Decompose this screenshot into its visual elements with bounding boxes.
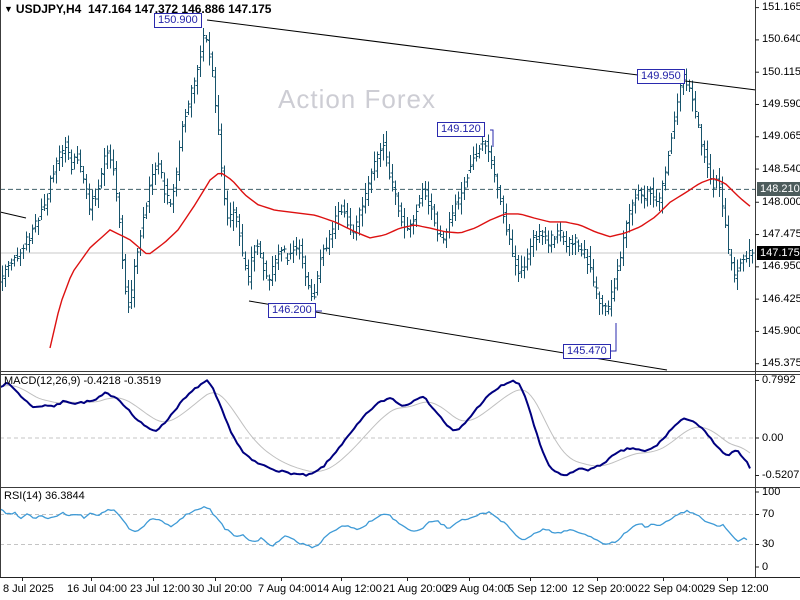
rsi-indicator-label: RSI(14) 36.3844	[4, 490, 85, 502]
time-axis-label: 21 Aug 20:00	[383, 583, 448, 595]
time-axis-label: 14 Aug 12:00	[317, 583, 382, 595]
price-axis-label: 149.065	[762, 130, 800, 143]
macd-signal-line	[0, 384, 751, 473]
rsi-axis-label: 70	[762, 508, 775, 520]
price-badge-last: 147.175	[757, 246, 800, 260]
price-annotation[interactable]: 149.120	[437, 122, 485, 137]
time-axis-label: 5 Sep 12:00	[508, 583, 568, 595]
time-axis-label: 22 Sep 04:00	[638, 583, 704, 595]
macd-axis-label: -0.5207	[762, 468, 800, 481]
rsi-line	[0, 505, 748, 549]
time-axis-label: 29 Aug 04:00	[445, 583, 510, 595]
macd-indicator-label: MACD(12,26,9) -0.4218 -0.3519	[4, 375, 162, 387]
trendline-left-stub[interactable]	[0, 211, 27, 219]
price-axis-label: 147.475	[762, 228, 800, 241]
price-axis-label: 150.115	[762, 65, 800, 78]
price-axis-label: 145.375	[762, 357, 800, 370]
annotation-leader	[490, 129, 494, 147]
macd-axis-label: 0.7992	[762, 373, 796, 386]
annotation-leader	[610, 323, 617, 352]
rsi-axis-label: 100	[762, 485, 781, 498]
time-axis-label: 29 Sep 12:00	[703, 583, 769, 595]
time-axis-label: 12 Sep 20:00	[572, 583, 638, 595]
ohlc-readout: 147.164 147.372 146.886 147.175	[87, 2, 272, 16]
rsi-axis-label: 30	[762, 538, 775, 550]
price-axis-label: 148.540	[762, 162, 800, 175]
time-axis-label: 8 Jul 2025	[3, 583, 54, 595]
time-axis-label: 30 Jul 20:00	[192, 583, 252, 595]
price-axis-label: 149.590	[762, 97, 800, 110]
ohlc-bar-ticks	[0, 34, 755, 312]
price-badge-level: 148.210	[757, 182, 800, 197]
price-axis-label: 148.000	[762, 195, 800, 208]
watermark: Action Forex	[278, 84, 436, 114]
macd-main-line	[0, 379, 751, 477]
time-axis-label: 7 Aug 04:00	[258, 583, 317, 595]
rsi-axis-label: 0	[762, 560, 769, 573]
price-annotation[interactable]: 149.950	[637, 69, 685, 84]
moving-average-line	[49, 172, 751, 349]
price-annotation[interactable]: 146.200	[268, 303, 316, 318]
price-axis-label: 146.425	[762, 292, 800, 305]
symbol-period-label: USDJPY,H4	[15, 2, 82, 16]
macd-axis-label: 0.00	[762, 431, 784, 444]
price-axis-label: 150.640	[762, 33, 800, 46]
price-axis-label: 151.165	[762, 1, 800, 14]
time-axis-label: 16 Jul 04:00	[67, 583, 127, 595]
price-annotation[interactable]: 145.470	[563, 344, 611, 359]
price-axis-label: 146.950	[762, 260, 800, 273]
symbol-dropdown-icon[interactable]: ▼	[4, 4, 13, 14]
price-axis-label: 145.900	[762, 324, 800, 337]
price-annotation[interactable]: 150.900	[154, 13, 202, 28]
chart-title: ▼ USDJPY,H4 147.164 147.372 146.886 147.1…	[4, 2, 271, 16]
time-axis-label: 23 Jul 12:00	[130, 583, 190, 595]
